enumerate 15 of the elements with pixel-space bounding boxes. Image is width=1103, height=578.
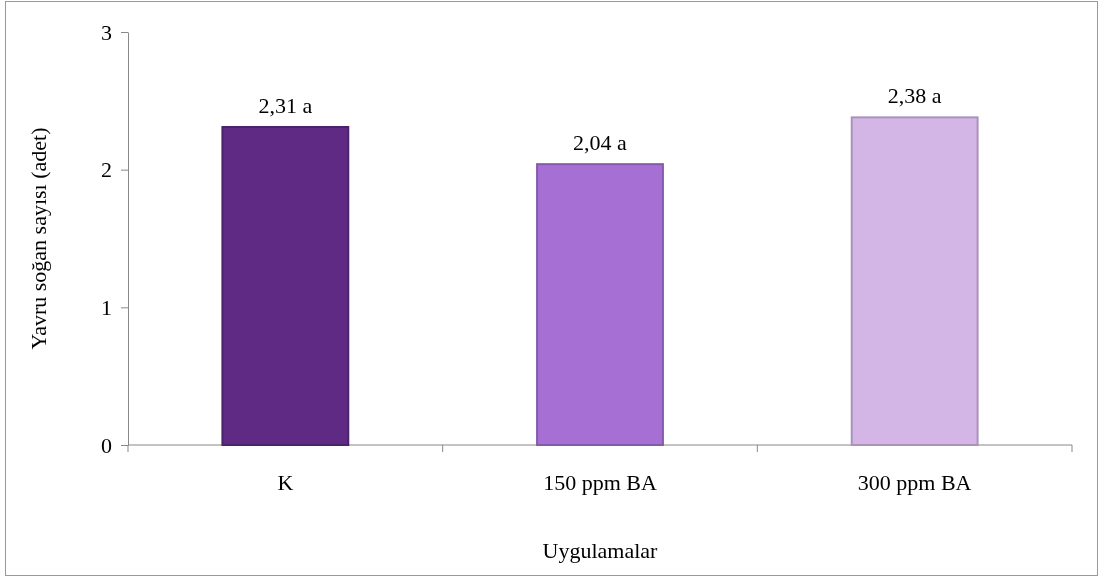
bar	[536, 163, 664, 446]
bar	[850, 116, 979, 446]
bar	[221, 125, 350, 446]
x-tick-label: 150 ppm BA	[543, 470, 657, 495]
x-tick-label: 300 ppm BA	[857, 470, 972, 495]
y-tick-label: 1	[101, 294, 112, 320]
x-tick-label: K	[277, 470, 294, 495]
x-axis-title: Uygulamalar	[542, 538, 659, 563]
y-tick-label: 2	[101, 157, 112, 183]
y-axis-title: Yavru soğan sayısı (adet)	[26, 127, 51, 350]
data-label: 2,38 a	[887, 83, 942, 109]
y-tick-label: 0	[101, 432, 112, 458]
data-label: 2,31 a	[258, 92, 313, 118]
data-label: 2,04 a	[573, 130, 628, 156]
y-tick-label: 3	[101, 19, 112, 45]
